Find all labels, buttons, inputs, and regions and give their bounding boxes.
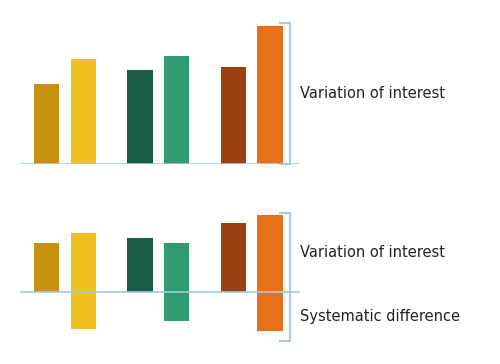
Text: Variation of interest: Variation of interest xyxy=(300,245,445,260)
Bar xyxy=(258,292,282,331)
Bar xyxy=(128,238,152,292)
Bar xyxy=(258,25,282,164)
Bar xyxy=(70,292,96,329)
Bar xyxy=(164,292,190,321)
Bar xyxy=(220,67,246,164)
Bar xyxy=(164,56,190,164)
Text: Variation of interest: Variation of interest xyxy=(300,86,445,101)
Bar xyxy=(34,84,60,164)
Bar xyxy=(128,70,152,164)
Bar xyxy=(258,215,282,292)
Bar xyxy=(70,233,96,292)
Bar xyxy=(34,243,60,292)
Text: Systematic difference: Systematic difference xyxy=(300,309,460,324)
Bar xyxy=(220,223,246,292)
Bar xyxy=(70,59,96,164)
Bar xyxy=(164,243,190,292)
